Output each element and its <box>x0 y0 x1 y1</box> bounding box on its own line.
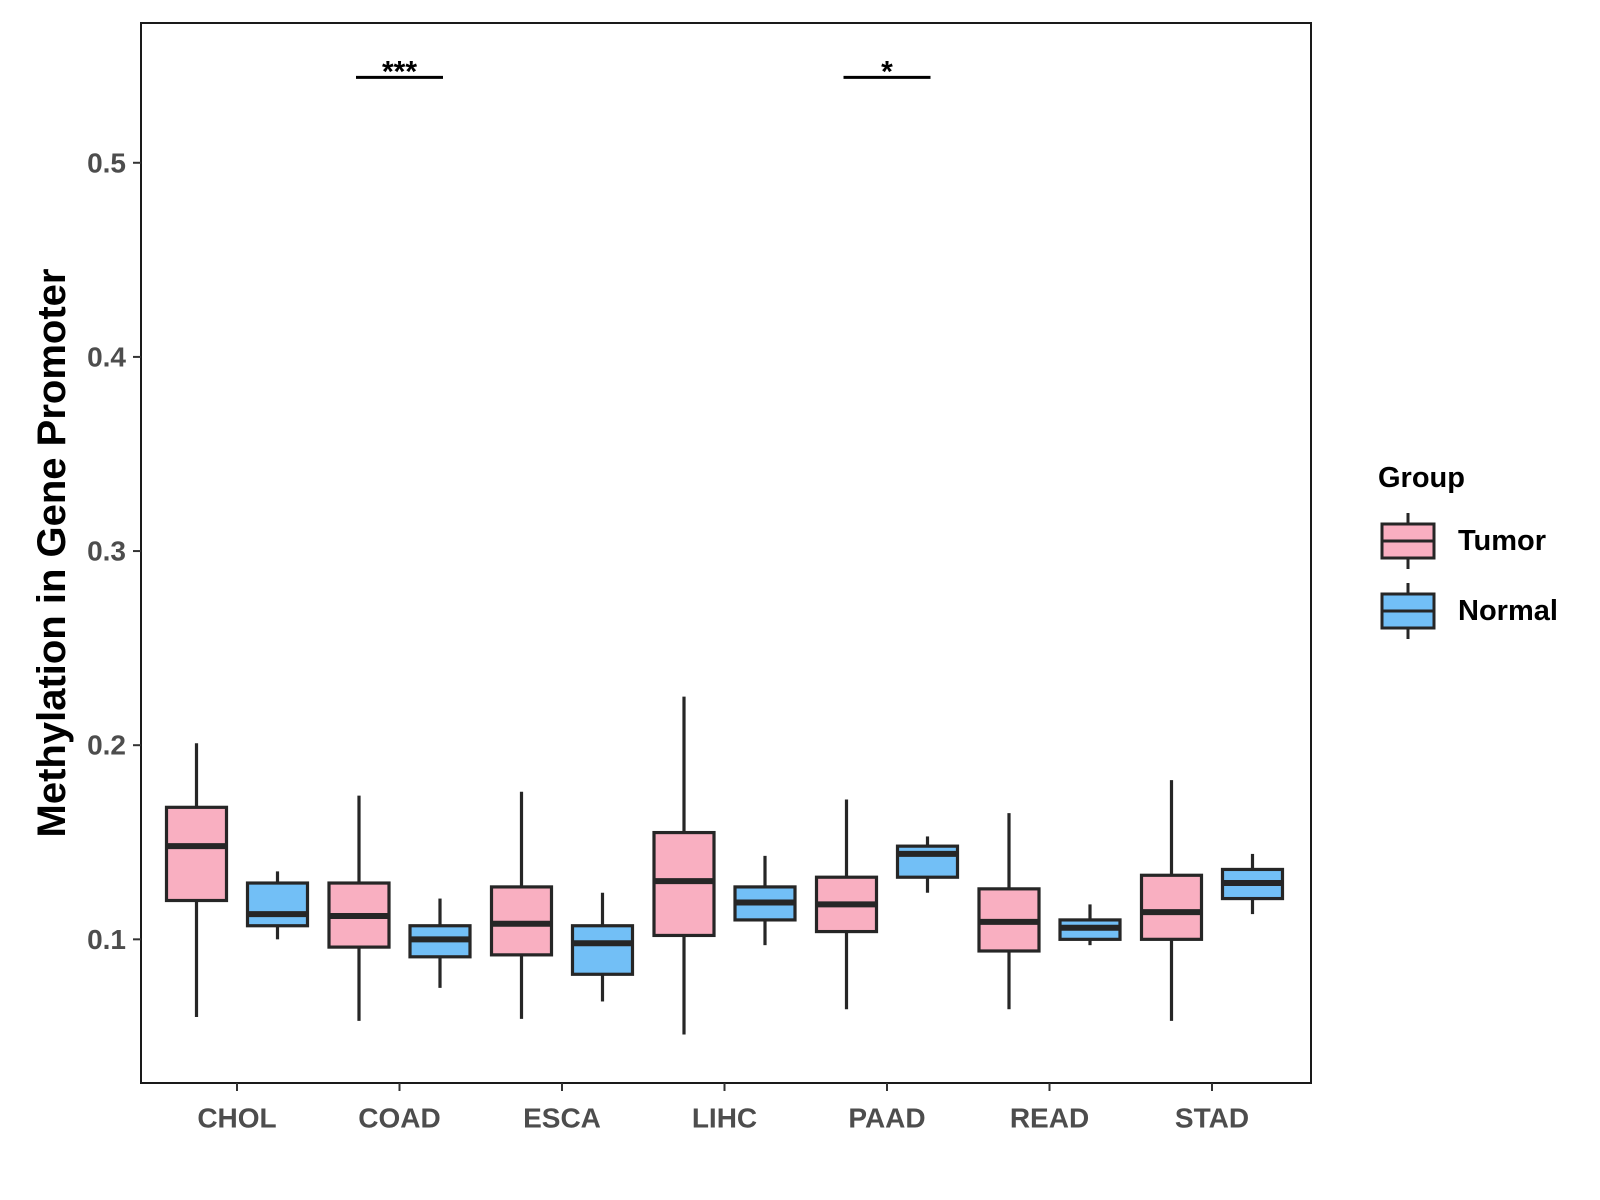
legend-item-tumor: Tumor <box>1380 513 1546 569</box>
iqr-box <box>1139 873 1204 941</box>
significance-label: *** <box>382 55 417 88</box>
box-normal-lihc <box>733 855 797 946</box>
box-normal-chol <box>245 871 310 940</box>
significance-label: * <box>881 55 893 88</box>
box-normal-read <box>1058 904 1122 946</box>
box-tumor-coad <box>327 795 391 1021</box>
iqr-box <box>895 844 960 879</box>
y-axis-title: Methylation in Gene Promoter <box>30 269 74 838</box>
box-tumor-stad <box>1139 780 1204 1021</box>
legend-items: Tumor Normal <box>1380 513 1558 639</box>
legend-title: Group <box>1378 462 1465 494</box>
box-normal-stad <box>1220 853 1285 915</box>
x-tick-label: STAD <box>1175 1103 1249 1134</box>
x-tick-label: READ <box>1010 1103 1089 1134</box>
box-tumor-paad <box>814 799 879 1010</box>
x-tick-label: COAD <box>358 1103 440 1134</box>
y-tick-label: 0.4 <box>87 341 126 372</box>
box-normal-coad <box>408 898 472 988</box>
significance-coad: *** <box>356 55 443 88</box>
significance-annotations: *** * <box>356 55 931 88</box>
x-tick-label: ESCA <box>523 1103 601 1134</box>
x-tick-label: PAAD <box>848 1103 925 1134</box>
legend-label: Tumor <box>1458 525 1546 557</box>
y-axis: 0.1 0.2 0.3 0.4 0.5 <box>87 147 141 955</box>
box-normal-paad <box>895 836 960 893</box>
y-tick-label: 0.2 <box>87 730 126 761</box>
iqr-box <box>570 924 635 976</box>
boxes-layer <box>164 696 1285 1035</box>
x-tick-label: CHOL <box>197 1103 276 1134</box>
iqr-box <box>245 881 310 928</box>
box-tumor-esca <box>489 791 554 1019</box>
iqr-box <box>164 805 229 903</box>
plot-area: *** * <box>140 22 1312 1084</box>
plot-panel-border <box>140 22 1312 1084</box>
box-tumor-lihc <box>652 696 716 1035</box>
legend: Group Tumor Normal <box>1378 462 1558 639</box>
box-tumor-chol <box>164 743 229 1017</box>
y-tick-label: 0.5 <box>87 147 126 178</box>
significance-paad: * <box>843 55 931 88</box>
y-tick-label: 0.3 <box>87 536 126 567</box>
box-tumor-read <box>977 813 1041 1010</box>
x-axis: CHOL COAD ESCA LIHC PAAD READ STAD <box>197 1083 1249 1134</box>
legend-item-normal: Normal <box>1380 583 1558 639</box>
x-tick-label: LIHC <box>692 1103 757 1134</box>
legend-label: Normal <box>1458 595 1558 627</box>
box-normal-esca <box>570 892 635 1002</box>
y-tick-label: 0.1 <box>87 924 126 955</box>
